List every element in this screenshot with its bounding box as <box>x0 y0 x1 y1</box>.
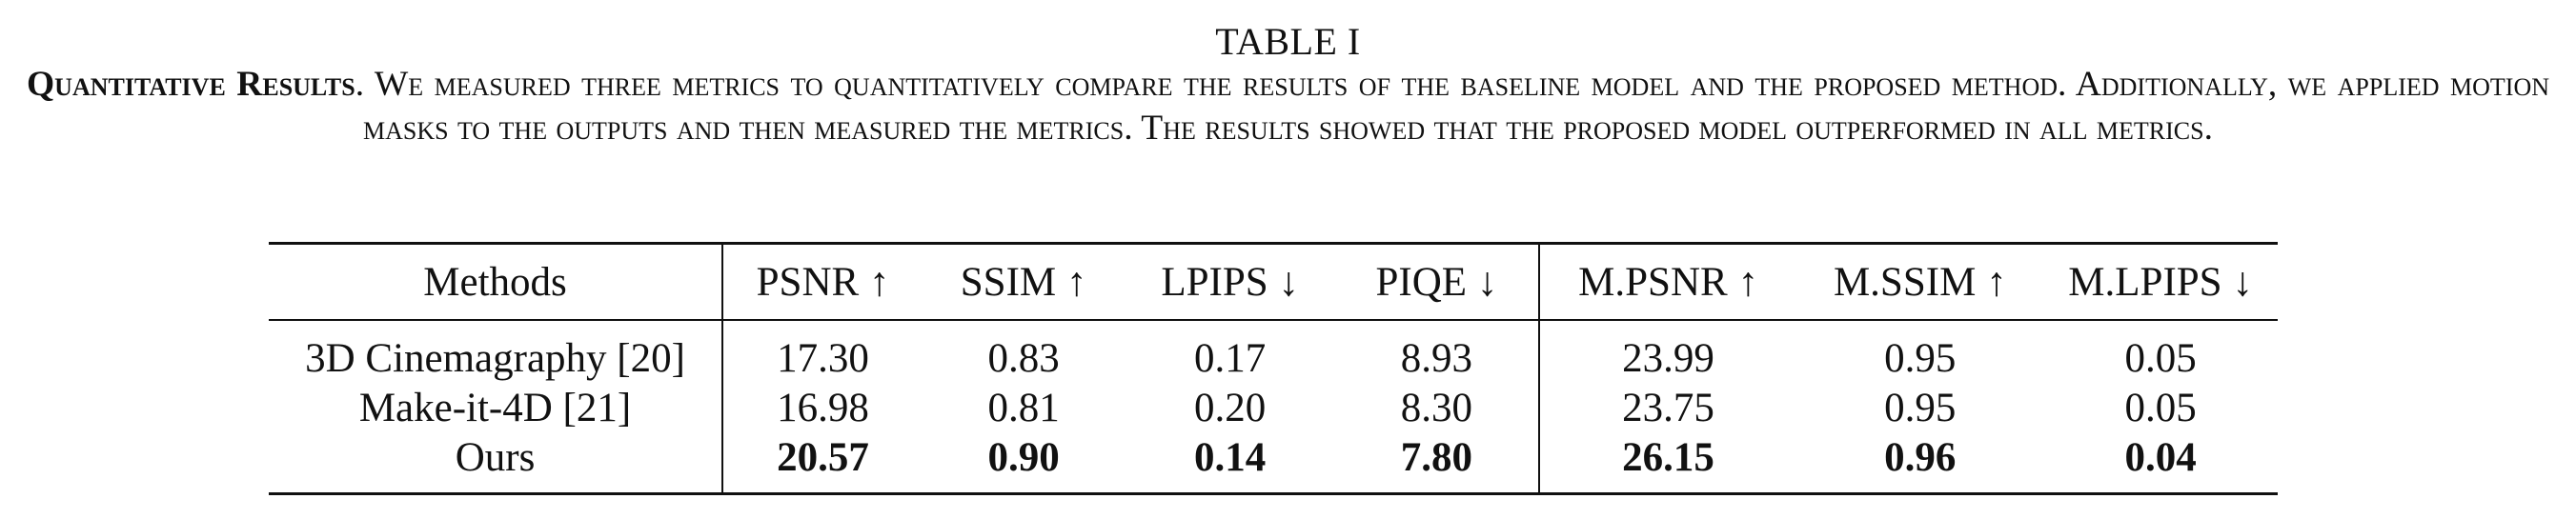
header-mssim: M.SSIM ↑ <box>1833 259 2007 305</box>
cell-mpsnr-best: 26.15 <box>1622 435 1714 480</box>
cell-piqe: 8.30 <box>1335 384 1540 433</box>
header-methods: Methods <box>269 243 724 320</box>
cell-psnr: 16.98 <box>777 386 869 430</box>
caption-title: Quantitative Results <box>27 65 355 104</box>
cell-mssim: 0.95 <box>1884 336 1957 381</box>
table-caption: Quantitative Results. We measured three … <box>27 63 2549 150</box>
header-mlpips: M.LPIPS ↓ <box>2068 259 2253 305</box>
cell-lpips: 0.20 <box>1193 386 1267 430</box>
cell-mpsnr: 23.99 <box>1622 336 1714 381</box>
cell-ssim-best: 0.90 <box>987 435 1060 480</box>
cell-ssim: 0.81 <box>987 386 1060 430</box>
header-psnr: PSNR ↑ <box>756 259 890 305</box>
header-mpsnr: M.PSNR ↑ <box>1578 259 1758 305</box>
cell-piqe-best: 7.80 <box>1335 433 1540 494</box>
cell-method: Ours <box>269 433 724 494</box>
cell-method: Make-it-4D [21] <box>269 384 724 433</box>
results-table: Methods PSNR ↑ SSIM ↑ LPIPS ↓ PIQE ↓ M.P… <box>269 242 2278 495</box>
cell-ssim: 0.83 <box>987 336 1060 381</box>
header-lpips: LPIPS ↓ <box>1161 259 1299 305</box>
cell-psnr-best: 20.57 <box>777 435 869 480</box>
cell-mssim: 0.95 <box>1884 386 1957 430</box>
cell-mpsnr: 23.75 <box>1622 386 1714 430</box>
cell-method: 3D Cinemagraphy [20] <box>269 320 724 384</box>
cell-psnr: 17.30 <box>777 336 869 381</box>
table-label: TABLE I <box>1215 20 1361 63</box>
table-row-ours: Ours 20.57 0.90 0.14 7.80 26.15 0.96 0.0… <box>269 433 2278 494</box>
table-row-make-it-4d: Make-it-4D [21] 16.98 0.81 0.20 8.30 23.… <box>269 384 2278 433</box>
caption-text: . We measured three metrics to quantitat… <box>355 65 2549 148</box>
cell-mlpips: 0.05 <box>2124 336 2197 381</box>
header-piqe: PIQE ↓ <box>1335 243 1540 320</box>
cell-piqe: 8.93 <box>1335 320 1540 384</box>
cell-mssim-best: 0.96 <box>1884 435 1957 480</box>
table-row-3d-cinemagraphy: 3D Cinemagraphy [20] 17.30 0.83 0.17 8.9… <box>269 320 2278 384</box>
cell-mlpips: 0.05 <box>2124 386 2197 430</box>
header-ssim: SSIM ↑ <box>960 259 1087 305</box>
cell-lpips: 0.17 <box>1193 336 1267 381</box>
table-header-row: Methods PSNR ↑ SSIM ↑ LPIPS ↓ PIQE ↓ M.P… <box>269 243 2278 320</box>
cell-mlpips-best: 0.04 <box>2124 435 2197 480</box>
cell-lpips-best: 0.14 <box>1193 435 1267 480</box>
